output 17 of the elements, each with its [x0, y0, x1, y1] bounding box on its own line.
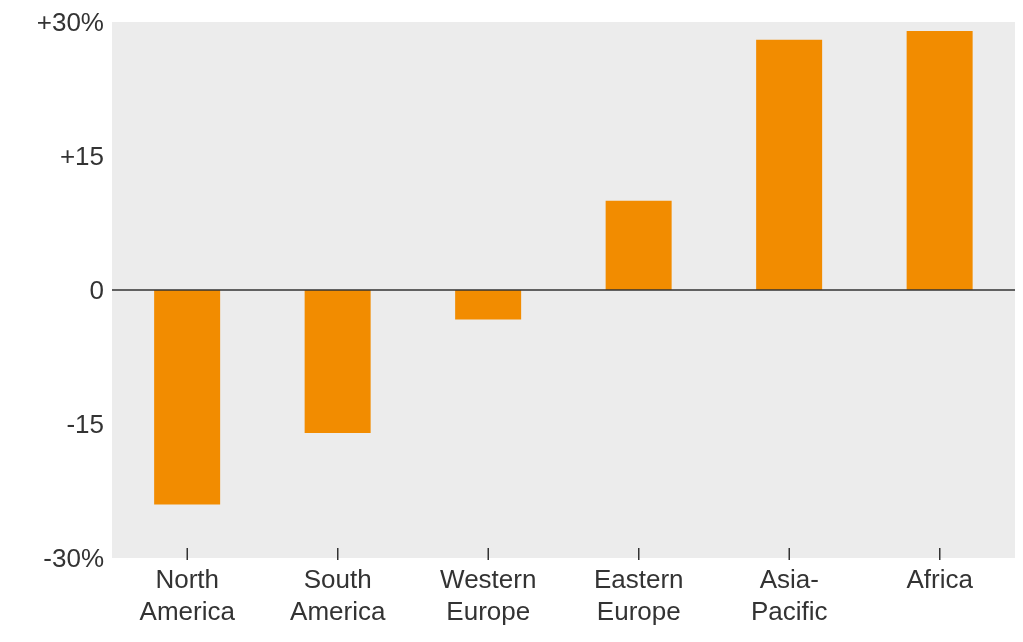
- bar: [756, 39, 823, 290]
- bar: [304, 290, 371, 433]
- x-tick-label: Africa: [906, 564, 974, 594]
- x-tick-label: North America: [139, 564, 236, 626]
- bar: [906, 30, 973, 290]
- y-tick-label: -30%: [43, 543, 104, 574]
- y-tick-label: -15: [66, 409, 104, 440]
- bar: [154, 290, 221, 505]
- x-tick-label: South America: [290, 564, 386, 626]
- y-tick-label: +15: [59, 141, 104, 172]
- y-tick-label: 0: [89, 275, 104, 306]
- x-tick-label: Eastern Europe: [593, 564, 684, 626]
- y-tick-label: +30%: [36, 7, 104, 38]
- bar: [605, 200, 672, 290]
- bar: [455, 290, 522, 320]
- x-tick-label: Western Europe: [440, 564, 537, 626]
- x-tick-label: Asia-Pacific: [750, 564, 828, 626]
